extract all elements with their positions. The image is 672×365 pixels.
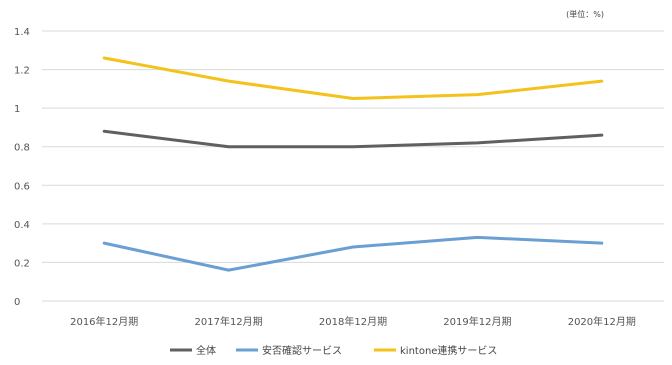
legend-label: kintone連携サービス: [400, 344, 497, 357]
y-tick-label: 1.4: [14, 27, 30, 38]
y-tick-label: 0: [14, 297, 20, 308]
y-tick-label: 0.6: [14, 181, 30, 192]
x-tick-label: 2020年12月期: [568, 315, 636, 328]
x-tick-label: 2019年12月期: [443, 315, 511, 328]
x-tick-label: 2018年12月期: [319, 315, 387, 328]
y-tick-label: 1: [14, 104, 20, 115]
y-tick-label: 0.4: [14, 220, 30, 231]
unit-label: (単位：%): [566, 10, 604, 19]
y-tick-label: 1.2: [14, 66, 30, 77]
legend-label: 安否確認サービス: [262, 344, 342, 357]
series-line-3: [102, 56, 604, 100]
legend-label: 全体: [196, 344, 216, 357]
y-tick-label: 0.2: [14, 258, 30, 269]
series-line-2: [102, 235, 604, 272]
x-tick-label: 2017年12月期: [195, 315, 263, 328]
y-tick-label: 0.8: [14, 143, 30, 154]
x-tick-label: 2016年12月期: [70, 315, 138, 328]
series-line-1: [102, 129, 604, 149]
